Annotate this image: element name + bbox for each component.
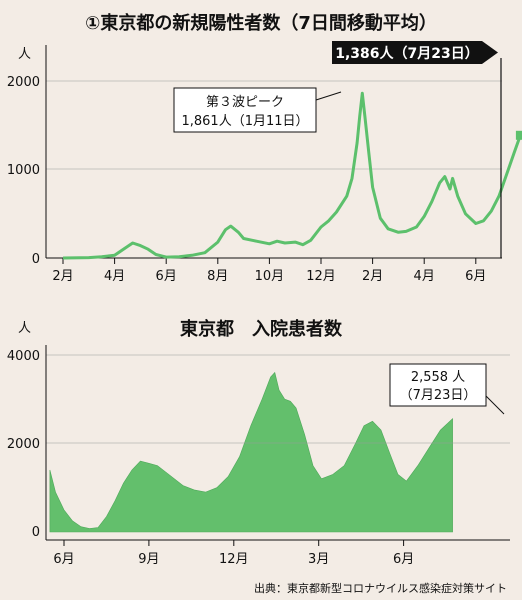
chart2-latest-annotation-leader <box>485 395 505 415</box>
chart1-ytick-1000: 1000 <box>7 163 40 178</box>
chart1-xtick-label: 2月 <box>362 269 383 284</box>
chart1-xtick-label: 10月 <box>255 269 285 284</box>
chart2-title: 東京都 入院患者数 <box>180 318 343 340</box>
chart1-xtick-label: 4月 <box>414 269 435 284</box>
chart1-xtick-label: 4月 <box>104 269 125 284</box>
chart1-xtick-label: 2月 <box>52 269 73 284</box>
source-credit: 出典：東京都新型コロナウイルス感染症対策サイト <box>254 581 507 595</box>
chart1-y-unit: 人 <box>18 47 31 62</box>
chart1-latest-callout-box <box>332 41 482 64</box>
chart2-xtick-label: 12月 <box>219 552 249 567</box>
chart1-latest-callout-text: 1,386人（7月23日） <box>335 45 479 62</box>
chart2-latest-annotation-box <box>389 363 487 407</box>
chart1-peak-annotation-box <box>173 87 317 133</box>
chart2-latest-annotation-line2: （7月23日） <box>400 388 477 403</box>
chart1-latest-marker <box>515 130 522 140</box>
chart1-series-line <box>62 91 522 260</box>
chart2-x-ticks: 6月 9月 12月 3月 6月 <box>53 540 414 567</box>
chart1-xtick-label: 6月 <box>156 269 177 284</box>
chart1-latest-callout-arrow <box>482 41 498 64</box>
chart2-ytick-0: 0 <box>32 525 40 540</box>
chart1-peak-annotation-leader <box>315 91 342 101</box>
chart1-xtick-label: 12月 <box>306 269 336 284</box>
chart1-xtick-label: 6月 <box>465 269 486 284</box>
chart1-peak-annotation-line1: 第３波ピーク <box>206 95 284 110</box>
chart2-xtick-label: 3月 <box>308 552 329 567</box>
chart2-xtick-label: 6月 <box>393 552 414 567</box>
chart2-latest-annotation-line1: 2,558 人 <box>411 370 465 385</box>
chart1-peak-annotation-line2: 1,861人（1月11日） <box>181 114 308 129</box>
chart1-title: ①東京都の新規陽性者数（7日間移動平均） <box>85 12 437 34</box>
chart1-ytick-2000: 2000 <box>7 75 40 90</box>
chart2-ytick-2000: 2000 <box>7 437 40 452</box>
chart1-xtick-label: 8月 <box>207 269 228 284</box>
chart1-x-ticks: 2月 4月 6月 8月 10月 12月 2月 4月 6月 <box>52 258 486 284</box>
chart2-series-area <box>49 371 453 533</box>
chart2-ytick-4000: 4000 <box>7 349 40 364</box>
chart1-ytick-0: 0 <box>32 252 40 267</box>
chart2-xtick-label: 9月 <box>138 552 159 567</box>
chart2-y-unit: 人 <box>18 321 31 336</box>
chart2-xtick-label: 6月 <box>53 552 74 567</box>
